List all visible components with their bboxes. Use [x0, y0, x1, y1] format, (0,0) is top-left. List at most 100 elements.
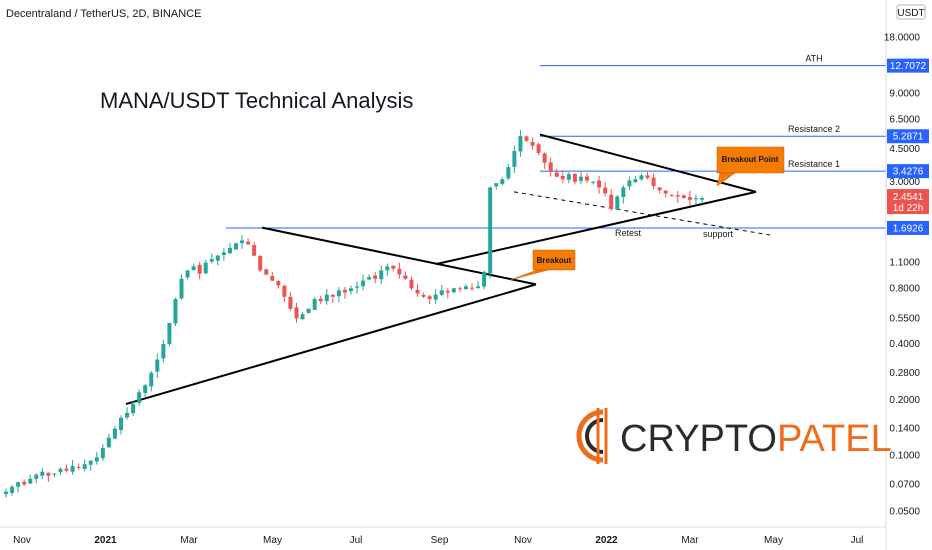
- candle-up: [16, 482, 21, 487]
- candle-up: [482, 271, 487, 287]
- candle-down: [675, 195, 680, 197]
- candle-down: [560, 176, 565, 180]
- candle-down: [470, 287, 475, 289]
- level-price-badge-text: 5.2871: [893, 132, 924, 143]
- breakout-callout: [509, 249, 576, 281]
- chart-title: MANA/USDT Technical Analysis: [100, 88, 413, 113]
- time-tick-label: May: [764, 535, 783, 546]
- candle-down: [282, 285, 287, 297]
- price-tick-label: 9.0000: [889, 88, 920, 99]
- candle-up: [28, 478, 33, 484]
- time-tick-label: Nov: [514, 535, 532, 546]
- candle-up: [88, 460, 93, 465]
- candle-up: [518, 136, 523, 152]
- candle-down: [318, 298, 323, 302]
- candle-down: [258, 256, 263, 271]
- level-price-badge: [887, 129, 929, 144]
- candle-down: [427, 296, 432, 300]
- candle-up: [118, 417, 123, 431]
- logo-text-patel: PATEL: [777, 418, 892, 460]
- level-label: Resistance 1: [788, 159, 840, 169]
- breakout-point-label: Breakout Point: [722, 155, 779, 164]
- candle-up: [161, 344, 166, 359]
- candle-down: [609, 194, 614, 209]
- candle-down: [687, 197, 692, 200]
- candle-up: [324, 294, 329, 302]
- countdown-text: 1d 22h: [893, 203, 924, 214]
- candle-up: [500, 179, 505, 184]
- candle-up: [131, 404, 136, 414]
- horizontal-levels: ATH Resistance 2 Resistance 1: [226, 54, 886, 229]
- candle-down: [22, 481, 27, 485]
- candle-down: [373, 275, 378, 279]
- cryptopatel-logo: CRYPTOPATEL: [576, 408, 892, 464]
- candle-down: [276, 280, 281, 286]
- candle-down: [572, 173, 577, 182]
- candle-up: [203, 262, 208, 274]
- candle-up: [306, 308, 311, 313]
- candle-up: [34, 474, 39, 479]
- annotations: Breakout Breakout Point Retest support: [509, 146, 785, 281]
- logo-text: CRYPTOPATEL: [620, 418, 892, 460]
- candle-up: [94, 457, 99, 462]
- candle-down: [415, 289, 420, 294]
- currency-label: USDT: [897, 8, 924, 19]
- candle-up: [633, 179, 638, 182]
- price-tick-label: 0.5500: [889, 313, 920, 324]
- candle-up: [221, 252, 226, 256]
- candle-down: [403, 275, 408, 279]
- currency-box[interactable]: [896, 4, 926, 20]
- candle-down: [657, 187, 662, 191]
- candle-up: [385, 266, 390, 271]
- time-tick-label: May: [263, 535, 282, 546]
- candle-up: [312, 299, 317, 310]
- candle-down: [536, 144, 541, 153]
- support-dashed-trendline: [513, 191, 771, 236]
- price-tick-label: 0.1400: [889, 424, 920, 435]
- candle-down: [669, 194, 674, 196]
- candle-down: [530, 141, 535, 146]
- logo-text-crypto: CRYPTO: [620, 418, 777, 460]
- candle-down: [397, 268, 402, 275]
- time-tick-label: 2021: [94, 535, 117, 546]
- candle-up: [10, 486, 15, 493]
- candle-down: [330, 294, 335, 297]
- candle-up: [433, 294, 438, 300]
- candle-down: [252, 245, 257, 256]
- candle-down: [663, 190, 668, 194]
- candle-down: [597, 180, 602, 188]
- candle-up: [70, 466, 75, 472]
- breakout-point-callout: [716, 146, 785, 187]
- candle-up: [336, 290, 341, 297]
- time-tick-label: Mar: [180, 535, 198, 546]
- retest-label: Retest: [615, 228, 642, 238]
- candles: [4, 130, 704, 498]
- candle-down: [651, 177, 656, 186]
- candle-down: [585, 176, 590, 181]
- symbol-header: Decentraland / TetherUS, 2D, BINANCE: [6, 8, 202, 20]
- candle-down: [645, 175, 650, 178]
- candle-down: [46, 472, 51, 476]
- candle-down: [391, 265, 396, 269]
- candle-up: [185, 270, 190, 278]
- price-axis[interactable]: 18.0000 9.0000 6.5000 4.5000 3.0000 1.1000 0.8…: [884, 33, 921, 518]
- candle-down: [445, 290, 450, 293]
- candle-up: [155, 359, 160, 372]
- candle-up: [506, 167, 511, 179]
- candle-up: [566, 174, 571, 180]
- candle-down: [457, 288, 462, 290]
- time-axis[interactable]: Nov 2021 Mar May Jul Sep Nov 2022 Mar May Jul: [13, 535, 863, 546]
- time-tick-label: 2022: [595, 535, 618, 546]
- candle-down: [681, 195, 686, 199]
- candle-up: [233, 243, 238, 250]
- candle-up: [700, 198, 704, 200]
- level-price-badge: [887, 58, 929, 73]
- time-tick-label: Mar: [681, 535, 699, 546]
- candle-up: [615, 196, 620, 210]
- price-tick-label: 3.0000: [889, 177, 920, 188]
- price-tick-label: 18.0000: [884, 33, 921, 44]
- candle-up: [215, 255, 220, 261]
- candle-up: [40, 471, 45, 476]
